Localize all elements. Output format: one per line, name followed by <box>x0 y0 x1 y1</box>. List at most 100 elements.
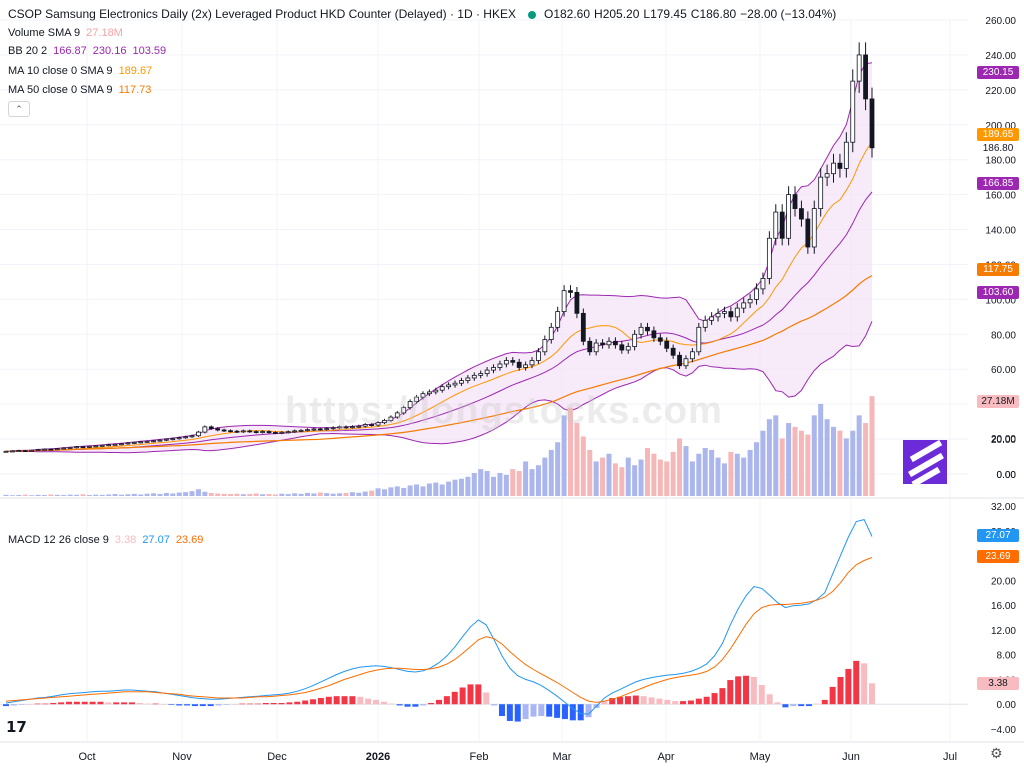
candle-body <box>420 393 426 398</box>
macd-histogram-bar <box>498 704 505 716</box>
candle-body <box>625 346 631 351</box>
candle-body <box>388 416 394 421</box>
candle-body <box>48 448 54 451</box>
legend-bb-label: BB 20 2 <box>8 45 48 57</box>
candle-body <box>382 419 387 424</box>
macd-histogram-bar <box>656 698 663 705</box>
volume-bar <box>709 449 715 496</box>
candle-body <box>856 54 862 82</box>
candle-body <box>16 450 22 453</box>
candle-body <box>67 447 73 449</box>
volume-bar <box>856 415 862 496</box>
candle-body <box>22 450 28 453</box>
macd-histogram-bar <box>853 660 860 705</box>
tradingview-logo-icon[interactable]: 17 <box>6 718 27 736</box>
volume-bar <box>228 494 234 496</box>
macd-histogram-bar <box>569 704 576 721</box>
volume-bar <box>651 453 657 496</box>
macd-histogram-bar <box>136 702 143 705</box>
macd-histogram-bar <box>837 676 844 705</box>
legend-bb[interactable]: BB 20 2 166.87 230.16 103.59 <box>8 44 166 58</box>
volume-bar <box>606 453 612 496</box>
legend-ma50[interactable]: MA 50 close 0 SMA 9 117.73 <box>8 83 151 97</box>
volume-bar <box>523 461 529 496</box>
macd-histogram-bar <box>97 701 104 705</box>
legend-macd-hist: 3.38 <box>114 534 137 546</box>
candle-body <box>645 326 650 332</box>
price-axis-label: 140.00 <box>985 226 1016 237</box>
volume-bar <box>555 442 561 496</box>
legend-macd[interactable]: MACD 12 26 close 9 3.38 27.07 23.69 <box>8 533 203 547</box>
macd-histogram-bar <box>782 704 789 708</box>
candle-body <box>253 431 259 433</box>
macd-signal-line <box>5 557 873 703</box>
candle-body <box>414 396 419 402</box>
volume-bar <box>792 426 798 496</box>
macd-histogram-bar <box>191 704 198 707</box>
macd-histogram-bar <box>333 696 340 705</box>
macd-histogram-bar <box>522 704 529 720</box>
macd-histogram-bar <box>81 701 88 705</box>
macd-histogram-bar <box>10 704 17 706</box>
candle-body <box>555 311 561 328</box>
macd-histogram-bar <box>530 704 537 717</box>
tag-last-price: 186.80 <box>977 142 1019 155</box>
candle-body <box>285 431 291 434</box>
macd-histogram-bar <box>168 704 175 705</box>
price-axis-label: 260.00 <box>985 16 1016 27</box>
volume-bar <box>837 430 843 496</box>
candle-body <box>542 339 548 353</box>
volume-bar <box>503 474 509 496</box>
candle-body <box>632 333 638 347</box>
macd-histogram-bar <box>869 683 875 705</box>
macd-histogram-bar <box>632 695 639 705</box>
volume-bar <box>356 492 362 496</box>
candle-body <box>196 431 201 437</box>
volume-bar <box>343 492 349 496</box>
volume-bar <box>420 486 426 496</box>
legend-ma10[interactable]: MA 10 close 0 SMA 9 189.67 <box>8 64 152 78</box>
volume-bar <box>760 430 766 496</box>
volume-bar <box>561 415 567 496</box>
candle-body <box>202 426 208 433</box>
price-axis-label: 220.00 <box>985 86 1016 97</box>
candle-body <box>734 307 740 318</box>
time-axis-label: Dec <box>267 751 287 763</box>
volume-bar <box>151 493 157 496</box>
volume-bar <box>548 449 554 496</box>
volume-bar <box>689 461 695 496</box>
legend-bb-lower: 103.59 <box>132 45 167 57</box>
volume-bar <box>202 491 208 496</box>
macd-histogram-bar <box>711 693 718 705</box>
ohlc-readout: O182.60 H205.20 L179.45 C186.80 −28.00 (−13.… <box>544 7 840 21</box>
volume-bar <box>786 423 792 496</box>
volume-bar <box>266 494 272 496</box>
macd-histogram-bar <box>144 703 151 705</box>
candle-body <box>728 311 734 318</box>
macd-histogram-bar <box>365 698 372 705</box>
legend-volume[interactable]: Volume SMA 9 27.18M <box>8 26 123 40</box>
candle-body <box>657 337 663 342</box>
volume-bar <box>433 482 439 496</box>
candle-body <box>696 326 702 353</box>
volume-bar <box>612 463 618 496</box>
macd-histogram-bar <box>310 699 317 705</box>
candle-body <box>106 444 112 447</box>
time-axis-label: Apr <box>657 751 674 763</box>
candle-body <box>54 448 60 451</box>
candle-body <box>125 442 131 445</box>
volume-bar <box>234 493 240 496</box>
candle-body <box>580 312 586 342</box>
collapse-legend-chevron-up-icon[interactable]: ⌃ <box>8 101 30 117</box>
volume-bar <box>696 453 702 496</box>
macd-histogram-bar <box>585 704 592 718</box>
volume-bar <box>118 494 124 496</box>
candle-body <box>510 360 516 363</box>
settings-gear-icon[interactable]: ⚙ <box>990 746 1003 762</box>
volume-bar <box>260 494 266 496</box>
macd-histogram-bar <box>624 696 631 705</box>
candle-body <box>497 363 503 368</box>
volume-bar <box>304 492 310 496</box>
candle-body <box>375 422 381 426</box>
